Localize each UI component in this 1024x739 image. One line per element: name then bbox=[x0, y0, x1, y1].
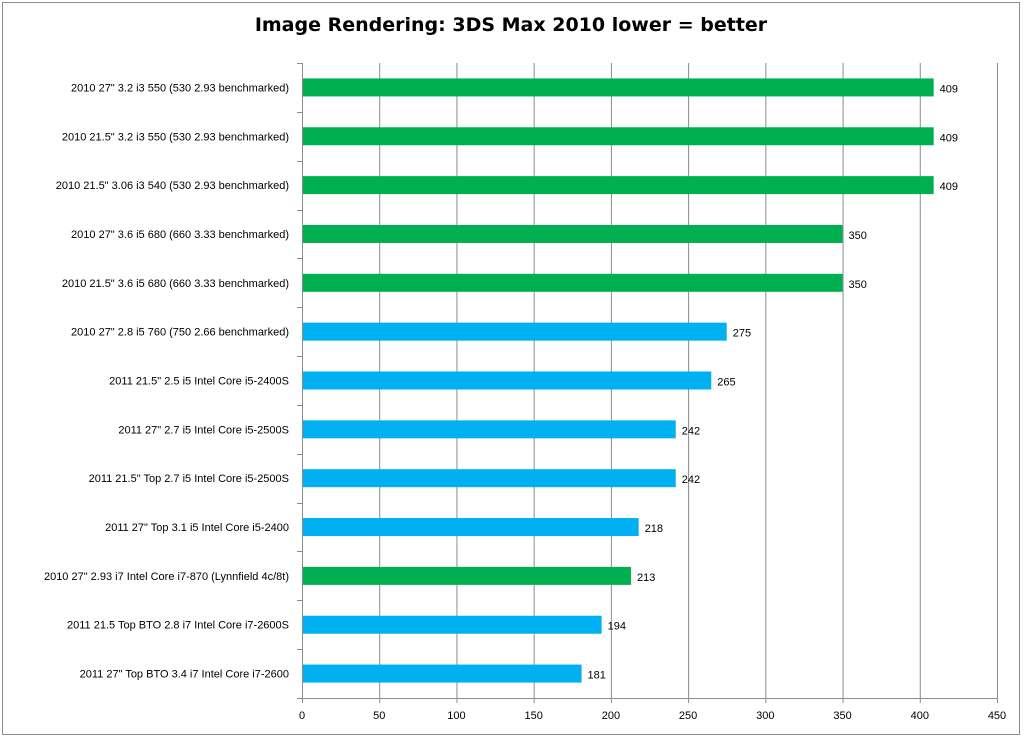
category-label: 2011 21.5 Top BTO 2.8 i7 Intel Core i7-2… bbox=[67, 620, 289, 632]
bar bbox=[303, 371, 712, 390]
bar bbox=[303, 224, 843, 243]
bar bbox=[303, 322, 727, 341]
bar bbox=[303, 78, 934, 97]
category-label: 2010 27" 3.6 i5 680 (660 3.33 benchmarke… bbox=[71, 229, 289, 241]
data-label: 213 bbox=[637, 572, 655, 584]
category-label: 2011 27" Top BTO 3.4 i7 Intel Core i7-26… bbox=[80, 669, 289, 681]
x-tick-label: 50 bbox=[373, 710, 385, 722]
data-label: 242 bbox=[682, 474, 700, 486]
data-label: 181 bbox=[588, 670, 606, 682]
x-tick-label: 300 bbox=[756, 710, 774, 722]
data-label: 265 bbox=[717, 377, 735, 389]
x-tick-label: 200 bbox=[602, 710, 620, 722]
category-label: 2010 27" 2.8 i5 760 (750 2.66 benchmarke… bbox=[71, 327, 289, 339]
data-label: 194 bbox=[608, 621, 626, 633]
x-tick-label: 100 bbox=[447, 710, 465, 722]
bar bbox=[303, 566, 631, 585]
data-label: 409 bbox=[940, 181, 958, 193]
bar bbox=[303, 469, 676, 488]
data-label: 218 bbox=[645, 523, 663, 535]
bar bbox=[303, 420, 676, 439]
x-tick-label: 150 bbox=[524, 710, 542, 722]
bar bbox=[303, 518, 639, 537]
x-tick-label: 0 bbox=[299, 710, 305, 722]
data-label: 350 bbox=[849, 279, 867, 291]
bars bbox=[303, 78, 934, 683]
bar bbox=[303, 176, 934, 195]
category-label: 2011 27" 2.7 i5 Intel Core i5-2500S bbox=[118, 424, 289, 436]
data-label: 409 bbox=[940, 132, 958, 144]
data-label: 242 bbox=[682, 425, 700, 437]
labels: 2010 27" 3.2 i3 550 (530 2.93 benchmarke… bbox=[44, 82, 958, 681]
bar bbox=[303, 127, 934, 146]
category-label: 2011 27" Top 3.1 i5 Intel Core i5-2400 bbox=[105, 522, 289, 534]
data-label: 409 bbox=[940, 83, 958, 95]
x-tick-label: 400 bbox=[911, 710, 929, 722]
chart-title: Image Rendering: 3DS Max 2010 lower = be… bbox=[254, 14, 768, 36]
data-label: 275 bbox=[733, 328, 751, 340]
x-tick-label: 250 bbox=[679, 710, 697, 722]
x-tick-label: 350 bbox=[833, 710, 851, 722]
bar bbox=[303, 664, 582, 683]
data-label: 350 bbox=[849, 230, 867, 242]
x-axis: 0 50 100 150 200 250 300 350 400 450 bbox=[297, 63, 1006, 722]
x-tick-label: 450 bbox=[988, 710, 1006, 722]
category-label: 2010 21.5" 3.06 i3 540 (530 2.93 benchma… bbox=[56, 180, 289, 192]
category-label: 2011 21.5" 2.5 i5 Intel Core i5-2400S bbox=[109, 376, 289, 388]
category-label: 2010 27" 3.2 i3 550 (530 2.93 benchmarke… bbox=[71, 82, 289, 94]
category-label: 2010 21.5" 3.2 i3 550 (530 2.93 benchmar… bbox=[62, 131, 289, 143]
bar bbox=[303, 615, 602, 634]
category-label: 2010 27" 2.93 i7 Intel Core i7-870 (Lynn… bbox=[44, 571, 289, 583]
bar bbox=[303, 273, 843, 292]
category-label: 2011 21.5" Top 2.7 i5 Intel Core i5-2500… bbox=[89, 473, 289, 485]
category-label: 2010 21.5" 3.6 i5 680 (660 3.33 benchmar… bbox=[62, 278, 289, 290]
